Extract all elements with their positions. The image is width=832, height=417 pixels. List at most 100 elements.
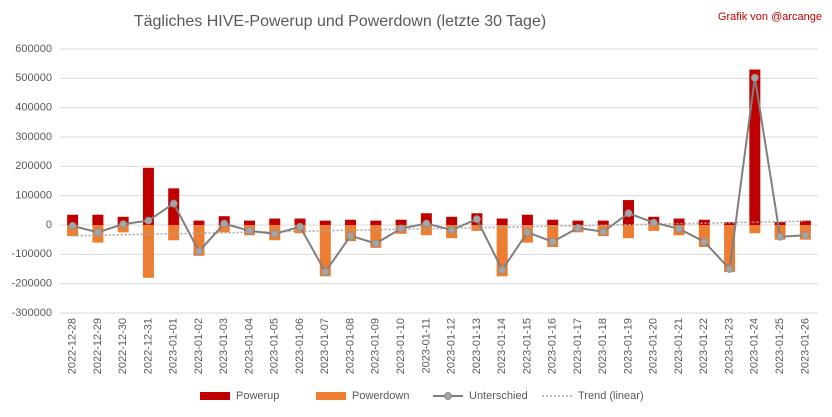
- x-tick-label: 2023-01-05: [269, 318, 281, 374]
- x-tick-label: 2022-12-29: [92, 318, 104, 374]
- y-tick-label: 500000: [15, 72, 52, 84]
- diff-marker: [750, 73, 759, 82]
- y-tick-label: 200000: [15, 160, 52, 172]
- bar: [597, 220, 609, 225]
- bar: [420, 225, 432, 236]
- legend-label: Powerup: [236, 390, 279, 402]
- x-tick-label: 2023-01-18: [597, 318, 609, 374]
- diff-marker: [321, 268, 330, 276]
- diff-marker: [245, 226, 254, 235]
- bar: [345, 219, 357, 225]
- x-tick-label: 2023-01-12: [446, 318, 458, 374]
- bar: [496, 218, 508, 225]
- bar: [446, 216, 458, 225]
- bar: [395, 219, 407, 225]
- diff-marker: [119, 220, 128, 229]
- diff-marker: [144, 216, 153, 225]
- bar: [92, 214, 104, 225]
- bar: [67, 214, 79, 225]
- bar: [521, 214, 533, 225]
- x-tick-label: 2023-01-09: [370, 318, 382, 374]
- diff-marker: [447, 226, 456, 234]
- bar: [799, 220, 811, 225]
- legend-swatch: [200, 392, 230, 400]
- annotation: Grafik von @arcange: [718, 11, 822, 23]
- legend-label: Powerdown: [352, 390, 409, 402]
- x-tick-label: 2023-01-10: [395, 318, 407, 374]
- bar: [698, 225, 710, 247]
- diff-marker: [574, 224, 582, 232]
- bar: [496, 225, 508, 277]
- bar: [648, 225, 660, 231]
- x-tick-label: 2023-01-11: [420, 318, 432, 373]
- diff-marker: [649, 218, 658, 227]
- y-tick-label: 400000: [15, 102, 52, 114]
- bar: [193, 225, 205, 256]
- diff-marker: [624, 209, 633, 218]
- diff-marker: [346, 231, 355, 240]
- legend-label: Unterschied: [469, 390, 528, 402]
- diff-marker: [94, 228, 102, 237]
- bar: [673, 218, 685, 225]
- diff-marker: [422, 219, 431, 228]
- bar: [244, 220, 255, 225]
- bar: [749, 69, 761, 226]
- bar: [117, 225, 129, 233]
- trend-line: [72, 220, 806, 237]
- legend-swatch: [444, 392, 452, 400]
- x-tick-label: 2023-01-21: [673, 318, 685, 374]
- x-tick-label: 2023-01-25: [774, 318, 786, 374]
- bar: [547, 225, 559, 247]
- diff-marker: [548, 237, 557, 246]
- diff-marker: [599, 227, 608, 236]
- diff-marker: [220, 219, 229, 228]
- bar: [319, 220, 331, 225]
- diff-marker: [371, 239, 380, 248]
- diff-marker: [169, 199, 178, 208]
- bar: [547, 219, 559, 225]
- x-tick-label: 2023-01-02: [193, 318, 205, 374]
- x-tick-label: 2023-01-20: [648, 318, 660, 374]
- bar: [698, 219, 710, 225]
- x-tick-label: 2023-01-22: [698, 318, 710, 374]
- bar: [370, 225, 382, 248]
- bar: [420, 213, 432, 225]
- x-tick-label: 2023-01-08: [344, 318, 356, 374]
- diff-marker: [801, 231, 810, 240]
- bar: [142, 225, 154, 278]
- y-tick-label: 0: [46, 219, 52, 231]
- diff-marker: [195, 247, 203, 256]
- diff-marker: [68, 221, 77, 230]
- diff-marker: [397, 224, 406, 233]
- bar: [269, 218, 281, 225]
- y-tick-label: -200000: [12, 278, 52, 290]
- diff-marker: [472, 215, 481, 224]
- x-tick-label: 2023-01-19: [622, 318, 634, 374]
- y-tick-label: 300000: [15, 131, 52, 143]
- x-tick-label: 2022-12-28: [67, 318, 79, 374]
- diff-marker: [498, 265, 507, 274]
- bar: [319, 225, 331, 277]
- diff-marker: [296, 222, 304, 231]
- x-tick-label: 2023-01-03: [218, 318, 230, 374]
- x-tick-label: 2023-01-16: [547, 318, 559, 374]
- x-tick-label: 2022-12-31: [142, 318, 154, 374]
- bar: [67, 225, 79, 237]
- diff-marker: [776, 232, 784, 241]
- diff-line: [72, 77, 806, 274]
- x-tick-label: 2023-01-14: [496, 318, 508, 374]
- y-tick-label: 100000: [15, 190, 52, 202]
- y-tick-label: -300000: [12, 307, 52, 319]
- bar: [142, 167, 154, 225]
- y-tick-label: -100000: [12, 248, 52, 260]
- bar: [193, 220, 205, 225]
- legend-swatch: [316, 392, 346, 400]
- diff-marker: [270, 229, 279, 238]
- bar: [572, 220, 584, 225]
- bar: [749, 225, 761, 234]
- bar: [623, 225, 634, 239]
- y-tick-label: 600000: [15, 43, 52, 55]
- x-tick-label: 2023-01-01: [168, 318, 180, 374]
- x-tick-label: 2023-01-06: [294, 318, 306, 374]
